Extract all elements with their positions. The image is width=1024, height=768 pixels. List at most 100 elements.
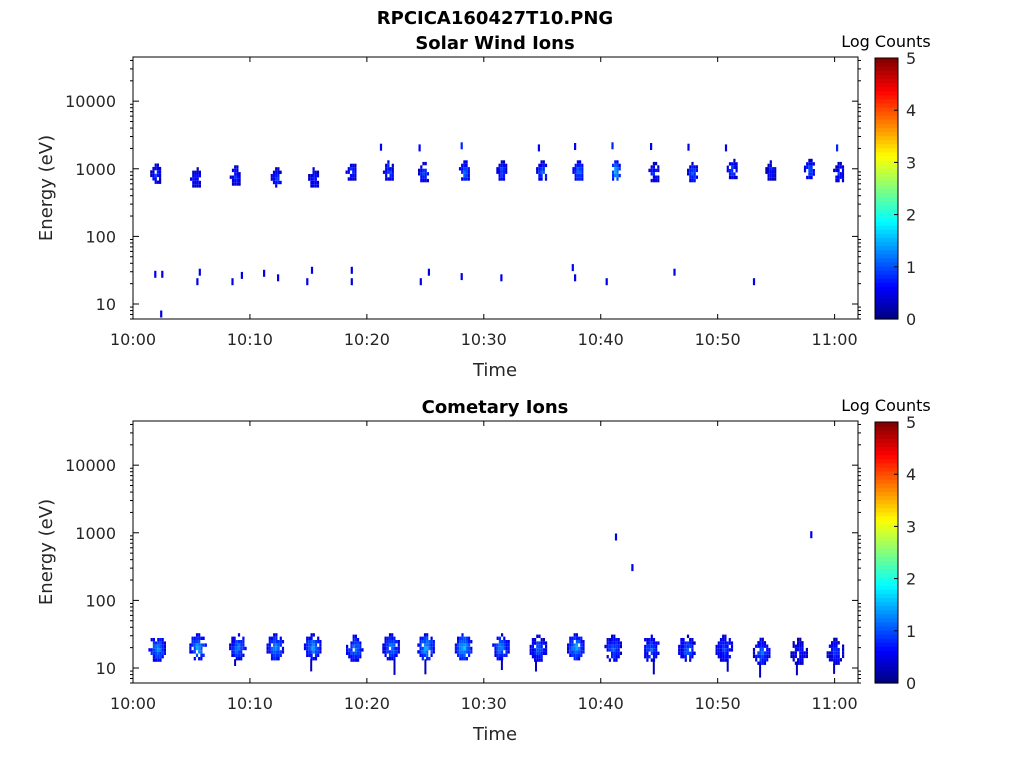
colorbar-segment [875, 151, 898, 157]
heatmap-cell [234, 182, 237, 186]
heatmap-cell [279, 170, 282, 174]
heatmap-cell [728, 641, 731, 645]
heatmap-cell [461, 167, 464, 171]
heatmap-cell [310, 643, 313, 647]
heatmap-cell [842, 644, 845, 648]
heatmap-cell [421, 646, 424, 651]
heatmap-cell [277, 650, 280, 654]
heatmap-cell [617, 651, 620, 655]
heatmap-cell [833, 654, 836, 659]
heatmap-cell [722, 634, 725, 638]
heatmap-cell [794, 647, 797, 652]
heatmap-cell [459, 657, 462, 661]
heatmap-cell [803, 165, 807, 169]
heatmap-cell [310, 636, 313, 640]
heatmap-cell [717, 644, 720, 649]
colorbar-segment [875, 192, 898, 198]
heatmap-cell [281, 646, 285, 651]
heatmap-cell [423, 653, 427, 657]
heatmap-cell [792, 644, 795, 648]
heatmap-cell [801, 654, 804, 659]
colorbar-segment [875, 106, 898, 112]
colorbar-segment [875, 658, 898, 664]
colorbar-segment [875, 511, 898, 517]
heatmap-cluster [382, 633, 400, 675]
heatmap-cell [465, 657, 468, 661]
heatmap-cell [611, 655, 614, 659]
heatmap-cell [273, 643, 276, 647]
heatmap-cell [231, 175, 235, 179]
heatmap-cell [687, 172, 690, 176]
heatmap-cell [235, 640, 238, 644]
heatmap-cell [498, 650, 501, 654]
colorbar-tick-label: 3 [906, 517, 916, 536]
heatmap-cell [686, 651, 690, 655]
heatmap-cell [534, 641, 537, 645]
heatmap-cell [310, 657, 313, 661]
heatmap-cell [542, 638, 545, 642]
heatmap-cell [644, 655, 647, 659]
heatmap-cluster [644, 634, 660, 675]
heatmap-cell [461, 170, 464, 174]
colorbar-segment [875, 515, 898, 521]
heatmap-cell [388, 657, 392, 661]
heatmap-cell [200, 643, 203, 647]
heatmap-cell [391, 657, 394, 661]
heatmap-cell [792, 641, 795, 645]
colorbar-segment [875, 119, 898, 124]
heatmap-cell [275, 646, 278, 651]
colorbar-segment [875, 225, 898, 230]
heatmap-cell [799, 647, 802, 652]
heatmap-cell [420, 168, 423, 173]
heatmap-cell [769, 177, 772, 181]
heatmap-cell [386, 640, 389, 644]
heatmap-cell [687, 168, 690, 173]
colorbar-segment [875, 278, 898, 283]
heatmap-cluster [752, 637, 771, 678]
heatmap-cell [837, 168, 840, 173]
heatmap-cell [503, 643, 506, 647]
heatmap-cell [680, 638, 683, 642]
heatmap-cell [691, 641, 694, 645]
heatmap-cell [646, 658, 649, 662]
heatmap-cell [498, 640, 501, 644]
heatmap-cell [691, 175, 694, 179]
heatmap-cell [234, 175, 237, 179]
heatmap-cell [419, 653, 422, 657]
heatmap-cell [571, 643, 574, 647]
heatmap-cell [806, 162, 809, 166]
heatmap-cell [268, 646, 271, 651]
colorbar-segment [875, 62, 898, 67]
heatmap-speck [810, 531, 813, 539]
heatmap-cell [352, 177, 355, 181]
heatmap-cell [421, 657, 424, 661]
colorbar-segment [875, 556, 898, 562]
heatmap-cell [196, 180, 199, 185]
heatmap-cell [459, 640, 462, 644]
heatmap-cell [155, 651, 158, 655]
heatmap-cluster [266, 633, 285, 661]
heatmap-cell [463, 160, 466, 164]
heatmap-cell [569, 636, 572, 640]
colorbar-segment [875, 265, 898, 271]
heatmap-cell [391, 167, 394, 171]
heatmap-cell [314, 180, 317, 185]
heatmap-cell [731, 172, 734, 176]
heatmap-cell [715, 648, 718, 652]
heatmap-cell [722, 658, 725, 662]
heatmap-cell [618, 163, 621, 168]
heatmap-cell [535, 660, 537, 672]
heatmap-cell [352, 170, 355, 174]
heatmap-cell [277, 174, 280, 178]
heatmap-cell [349, 173, 353, 178]
heatmap-cell [573, 636, 576, 640]
heatmap-cell [808, 158, 811, 163]
heatmap-cell [432, 643, 435, 647]
heatmap-cell [606, 644, 609, 649]
heatmap-cell [152, 648, 155, 652]
heatmap-cell [833, 637, 836, 642]
heatmap-cell [648, 648, 651, 652]
heatmap-cell [763, 641, 767, 645]
heatmap-cell [501, 657, 504, 661]
heatmap-cell [538, 163, 541, 168]
